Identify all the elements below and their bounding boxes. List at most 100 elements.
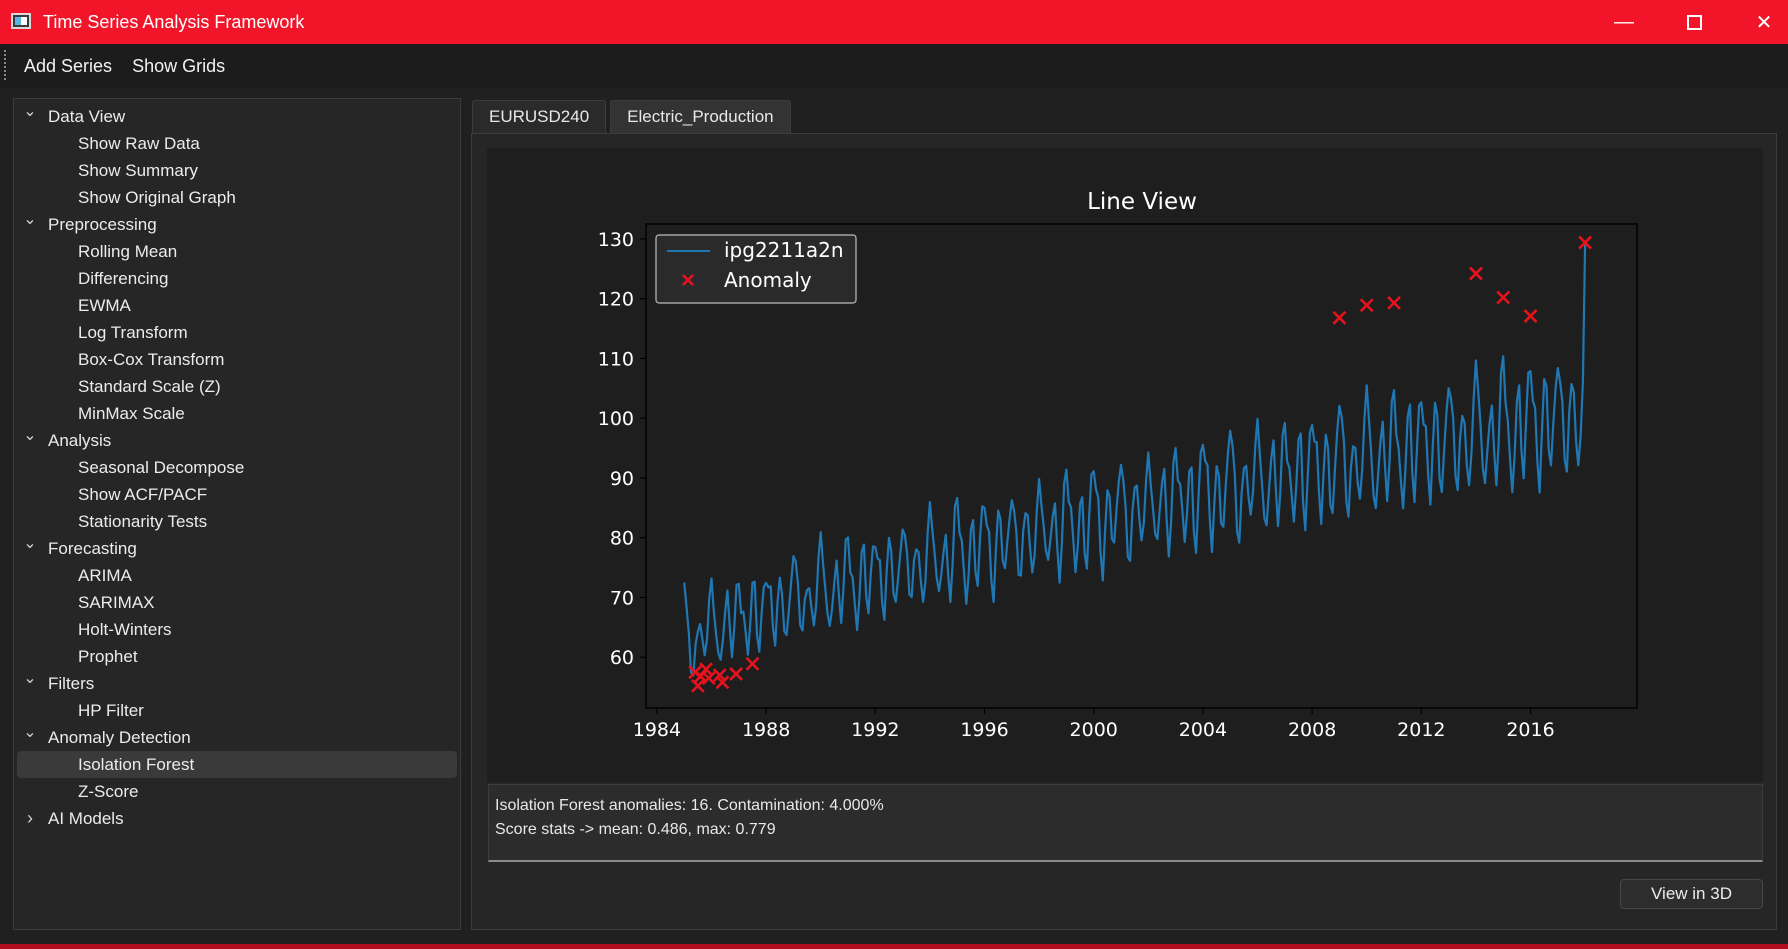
x-tick-label: 2004 (1179, 719, 1227, 741)
operations-tree[interactable]: ⌄ Data View Show Raw Data Show Summary Show … (13, 98, 461, 930)
x-tick-label: 1988 (742, 719, 790, 741)
tree-group-label: Data View (48, 106, 126, 126)
x-tick-label: 1992 (851, 719, 899, 741)
y-tick-label: 80 (610, 528, 634, 550)
tree-item-prophet[interactable]: Prophet (78, 646, 138, 666)
tree-group-label: AI Models (48, 808, 124, 828)
tree-item-differencing[interactable]: Differencing (78, 268, 169, 288)
tree-group-preprocessing[interactable]: ⌄ Preprocessing (14, 211, 460, 238)
plot-canvas[interactable]: Line View 1984 1988 1992 1996 2000 2004 2008 20… (487, 148, 1763, 782)
y-tick-label: 90 (610, 468, 634, 490)
tree-item-minmax-scale[interactable]: MinMax Scale (78, 403, 185, 423)
anomaly-point (1496, 290, 1511, 305)
x-tick-label: 2012 (1397, 719, 1445, 741)
legend-anomaly-marker (682, 274, 694, 286)
y-tick-label: 60 (610, 647, 634, 669)
anomaly-point (699, 662, 713, 677)
tree-group-anomaly-detection[interactable]: ⌄ Anomaly Detection (14, 724, 460, 751)
window-title: Time Series Analysis Framework (43, 12, 305, 32)
chevron-right-icon[interactable]: › (27, 807, 33, 828)
maximize-icon (1686, 14, 1702, 30)
title-bar: Time Series Analysis Framework — ✕ (0, 0, 1788, 44)
tree-item-hp-filter[interactable]: HP Filter (78, 700, 144, 720)
tree-group-label: Forecasting (48, 538, 137, 558)
tree-item-standard-scale-z[interactable]: Standard Scale (Z) (78, 376, 221, 396)
x-tick-label: 2016 (1506, 719, 1554, 741)
tree-group-label: Filters (48, 673, 95, 693)
anomaly-point (1387, 295, 1401, 310)
menu-show-grids[interactable]: Show Grids (132, 55, 226, 76)
close-icon: ✕ (1755, 11, 1773, 34)
maximize-button[interactable] (1660, 0, 1728, 44)
y-tick-label: 120 (598, 289, 634, 311)
tree-item-arima[interactable]: ARIMA (78, 565, 132, 585)
tree-item-seasonal-decompose[interactable]: Seasonal Decompose (78, 457, 245, 477)
results-log[interactable]: Isolation Forest anomalies: 16. Contamin… (488, 784, 1763, 862)
y-tick-label: 110 (598, 348, 634, 370)
close-button[interactable]: ✕ (1730, 0, 1788, 44)
chevron-down-icon[interactable]: ⌄ (23, 427, 37, 444)
x-tick-label: 2008 (1288, 719, 1336, 741)
menu-bar: Add Series Show Grids (0, 44, 1788, 88)
anomaly-point (701, 671, 716, 686)
anomaly-point (690, 678, 705, 693)
log-line-scores: Score stats -> mean: 0.486, max: 0.779 (495, 821, 776, 838)
view-in-3d-button[interactable]: View in 3D (1620, 879, 1763, 909)
anomaly-point (729, 667, 744, 681)
toolbar-grip[interactable] (4, 50, 6, 80)
anomaly-point (1523, 309, 1538, 323)
chevron-down-icon[interactable]: ⌄ (23, 211, 37, 228)
line-chart: Line View 1984 1988 1992 1996 2000 2004 2008 20… (598, 189, 1638, 741)
tree-item-z-score[interactable]: Z-Score (78, 781, 139, 801)
log-line-anomalies: Isolation Forest anomalies: 16. Contamin… (495, 797, 884, 814)
x-tick-label: 1996 (960, 719, 1008, 741)
tree-item-box-cox-transform[interactable]: Box-Cox Transform (78, 349, 225, 369)
legend-anomaly-label: Anomaly (724, 268, 812, 292)
tree-item-isolation-forest[interactable]: Isolation Forest (17, 751, 457, 778)
tree-item-show-summary[interactable]: Show Summary (78, 160, 198, 180)
y-tick-label: 130 (598, 229, 634, 251)
window-bottom-edge (0, 944, 1788, 949)
series-line-ipg2211a2n (683, 242, 1587, 677)
chart-legend: ipg2211a2n Anomaly (655, 234, 857, 304)
minimize-icon: — (1614, 10, 1634, 33)
tree-item-sarimax[interactable]: SARIMAX (78, 592, 155, 612)
tree-group-ai-models[interactable]: › AI Models (14, 805, 460, 832)
tree-item-log-transform[interactable]: Log Transform (78, 322, 188, 342)
tree-group-forecasting[interactable]: ⌄ Forecasting (14, 535, 460, 562)
legend-series-label: ipg2211a2n (724, 238, 844, 262)
anomaly-point (745, 656, 760, 671)
tree-group-label: Preprocessing (48, 214, 157, 234)
menu-add-series[interactable]: Add Series (24, 55, 113, 76)
anomaly-point (712, 668, 727, 683)
chevron-down-icon[interactable]: ⌄ (23, 103, 37, 120)
tree-item-show-acf-pacf[interactable]: Show ACF/PACF (78, 484, 208, 504)
x-tick-label: 1984 (633, 719, 681, 741)
tree-item-holt-winters[interactable]: Holt-Winters (78, 619, 172, 639)
tree-item-rolling-mean[interactable]: Rolling Mean (78, 241, 178, 261)
tree-item-show-original-graph[interactable]: Show Original Graph (78, 187, 236, 207)
chevron-down-icon[interactable]: ⌄ (23, 724, 37, 741)
y-tick-label: 100 (598, 408, 634, 430)
tree-group-filters[interactable]: ⌄ Filters (14, 670, 460, 697)
tree-group-label: Anomaly Detection (48, 727, 191, 747)
tab-electric-production[interactable]: Electric_Production (610, 100, 791, 133)
tree-item-show-raw-data[interactable]: Show Raw Data (78, 133, 200, 153)
minimize-button[interactable]: — (1590, 0, 1658, 44)
tree-item-stationarity-tests[interactable]: Stationarity Tests (78, 511, 208, 531)
x-tick-label: 2000 (1070, 719, 1118, 741)
chart-title: Line View (1087, 189, 1197, 215)
anomaly-point (1578, 235, 1593, 250)
app-icon (11, 13, 31, 29)
plot-frame (645, 223, 1638, 709)
anomaly-point (1359, 298, 1374, 313)
chevron-down-icon[interactable]: ⌄ (23, 535, 37, 552)
tree-group-analysis[interactable]: ⌄ Analysis (14, 427, 460, 454)
tab-eurusd240[interactable]: EURUSD240 (472, 100, 607, 133)
chevron-down-icon[interactable]: ⌄ (23, 670, 37, 687)
anomaly-point (715, 675, 730, 690)
anomaly-point (1332, 310, 1347, 325)
tree-group-data-view[interactable]: ⌄ Data View (14, 103, 460, 130)
tree-item-ewma[interactable]: EWMA (78, 295, 131, 315)
series-tabs: EURUSD240 Electric_Production (472, 100, 795, 133)
